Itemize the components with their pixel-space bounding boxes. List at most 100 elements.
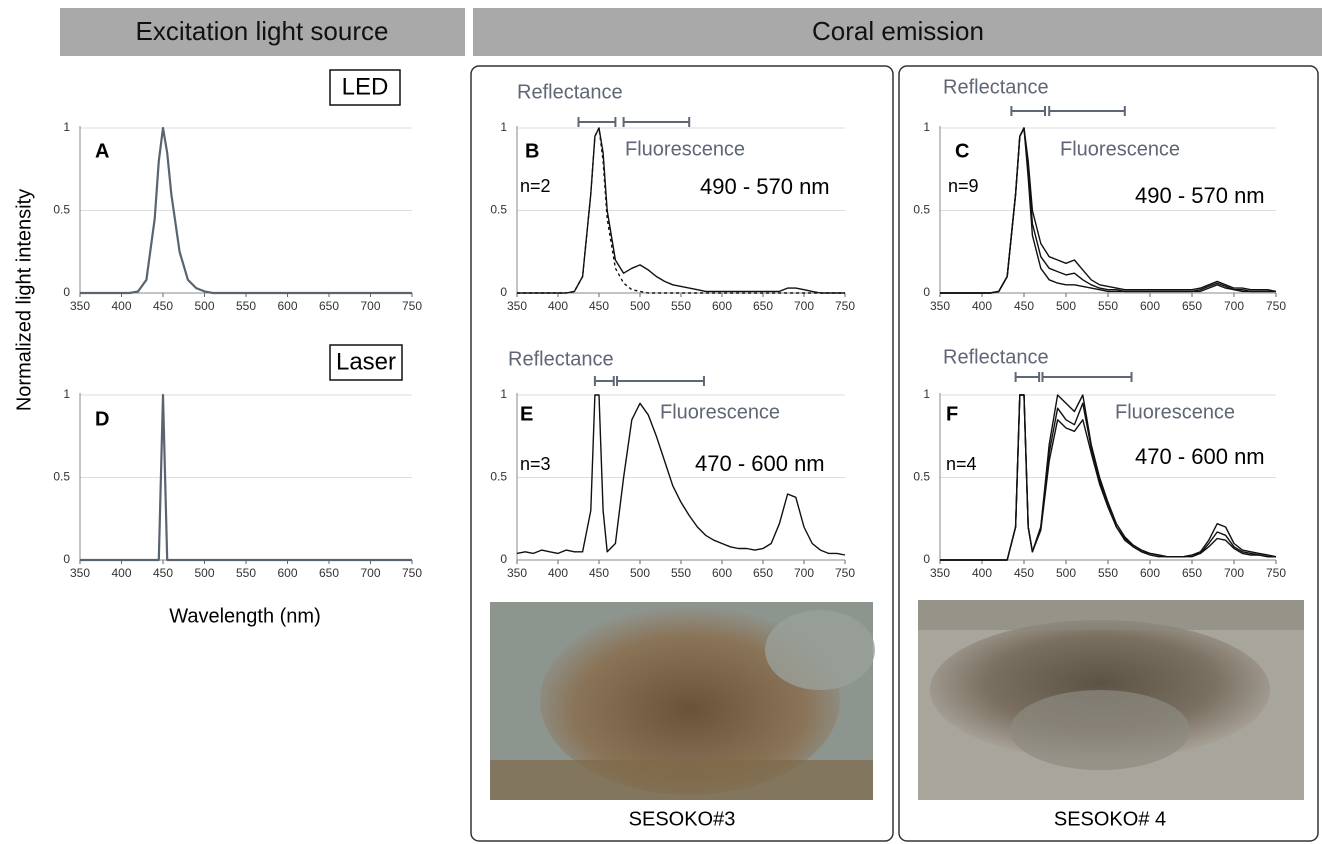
x-tick-label: 400 — [972, 299, 992, 313]
x-tick-label: 350 — [930, 566, 950, 580]
label-box — [329, 69, 401, 106]
sample-count: n=4 — [946, 454, 977, 474]
panel-box — [470, 65, 894, 842]
header-bar — [60, 8, 465, 56]
x-tick-label: 500 — [630, 566, 650, 580]
header: Coral emission — [812, 16, 984, 46]
spectrum-line — [80, 126, 412, 295]
x-tick-label: 500 — [1056, 566, 1076, 580]
spectrum-line — [516, 394, 846, 556]
header-bar — [473, 8, 1322, 56]
range-bracket — [593, 376, 615, 386]
x-tick-label: 500 — [194, 299, 214, 313]
x-tick-label: 400 — [972, 566, 992, 580]
x-tick-label: 400 — [548, 566, 568, 580]
panel-letter: E — [520, 403, 533, 425]
y-tick-label: 0.5 — [913, 470, 930, 484]
y-tick-label: 0.5 — [913, 203, 930, 217]
y-tick-label: 0 — [500, 552, 507, 566]
reflectance-label: Reflectance — [943, 346, 1049, 368]
x-tick-label: 600 — [1140, 566, 1160, 580]
y-tick-label: 0 — [923, 285, 930, 299]
x-tick-label: 550 — [671, 566, 691, 580]
x-axis-label: Wavelength (nm) — [169, 605, 321, 627]
range-label: 490 - 570 nm — [700, 174, 830, 199]
y-tick-label: 1 — [500, 120, 507, 134]
y-tick-label: 0 — [500, 285, 507, 299]
x-tick-label: 650 — [319, 299, 339, 313]
spectrum-line — [940, 127, 1276, 294]
x-tick-label: 600 — [277, 566, 297, 580]
sample-count: n=2 — [520, 176, 551, 196]
y-tick-label: 0 — [63, 552, 70, 566]
y-tick-label: 0.5 — [490, 470, 507, 484]
x-tick-label: 550 — [1098, 299, 1118, 313]
reflectance-label: Reflectance — [517, 81, 623, 103]
x-tick-label: 600 — [1140, 299, 1160, 313]
x-tick-label: 550 — [236, 566, 256, 580]
sample-count: n=3 — [520, 454, 551, 474]
reflectance-label: Reflectance — [943, 76, 1049, 98]
x-tick-label: 450 — [589, 566, 609, 580]
photo — [918, 600, 1304, 800]
x-tick-label: 450 — [153, 299, 173, 313]
x-tick-label: 400 — [548, 299, 568, 313]
panel-letter: A — [95, 140, 109, 162]
x-tick-label: 700 — [1224, 299, 1244, 313]
x-tick-label: 450 — [1014, 299, 1034, 313]
y-tick-label: 1 — [923, 387, 930, 401]
x-tick-label: 600 — [712, 299, 732, 313]
x-tick-label: 750 — [835, 299, 855, 313]
photo-caption: SESOKO#3 — [629, 808, 736, 830]
x-tick-label: 650 — [319, 566, 339, 580]
y-tick-label: 1 — [63, 120, 70, 134]
fluorescence-label: Fluorescence — [625, 138, 745, 160]
x-tick-label: 450 — [1014, 566, 1034, 580]
panel-letter: D — [95, 408, 109, 430]
x-tick-label: 500 — [630, 299, 650, 313]
panel-letter: B — [525, 140, 539, 162]
x-tick-label: 700 — [794, 299, 814, 313]
x-tick-label: 750 — [1266, 299, 1286, 313]
x-tick-label: 650 — [1182, 299, 1202, 313]
spectrum-line — [80, 393, 412, 562]
range-bracket — [1010, 106, 1046, 116]
y-axis-label: Normalized light intensity — [13, 189, 35, 411]
x-tick-label: 500 — [194, 566, 214, 580]
y-tick-label: 0 — [63, 285, 70, 299]
range-bracket — [1014, 372, 1041, 382]
x-tick-label: 350 — [507, 299, 527, 313]
range-bracket — [622, 117, 691, 127]
range-label: 490 - 570 nm — [1135, 183, 1265, 208]
x-tick-label: 750 — [402, 566, 422, 580]
reflectance-label: Reflectance — [508, 348, 614, 370]
x-tick-label: 650 — [753, 566, 773, 580]
x-tick-label: 750 — [402, 299, 422, 313]
x-tick-label: 600 — [712, 566, 732, 580]
y-tick-label: 1 — [500, 387, 507, 401]
x-tick-label: 500 — [1056, 299, 1076, 313]
x-tick-label: 350 — [930, 299, 950, 313]
x-tick-label: 550 — [1098, 566, 1118, 580]
x-tick-label: 700 — [1224, 566, 1244, 580]
led-label: LED — [342, 73, 389, 100]
range-bracket — [577, 117, 617, 127]
x-tick-label: 400 — [111, 566, 131, 580]
x-tick-label: 350 — [507, 566, 527, 580]
x-tick-label: 550 — [236, 299, 256, 313]
range-bracket — [616, 376, 705, 386]
fluorescence-label: Fluorescence — [1060, 138, 1180, 160]
x-tick-label: 350 — [70, 566, 90, 580]
y-tick-label: 0 — [923, 552, 930, 566]
photo — [490, 602, 875, 800]
fluorescence-label: Fluorescence — [660, 401, 780, 423]
range-label: 470 - 600 nm — [1135, 444, 1265, 469]
x-tick-label: 700 — [794, 566, 814, 580]
x-tick-label: 700 — [360, 566, 380, 580]
x-tick-label: 350 — [70, 299, 90, 313]
label-box — [329, 344, 403, 381]
x-tick-label: 450 — [153, 566, 173, 580]
spectrum-line — [940, 394, 1276, 561]
x-tick-label: 400 — [111, 299, 131, 313]
